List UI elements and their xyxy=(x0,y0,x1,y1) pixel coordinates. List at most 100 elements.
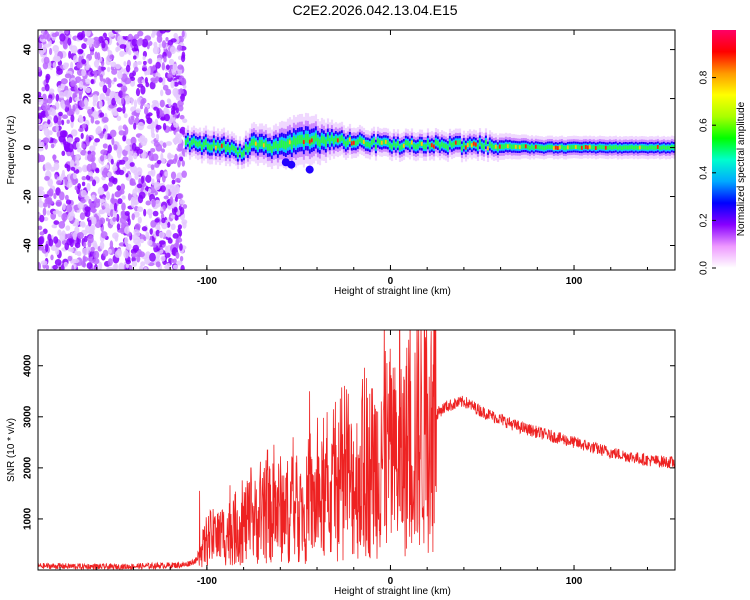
noise-cell xyxy=(106,266,114,270)
ridge-cell xyxy=(322,136,326,144)
noise-cell xyxy=(47,119,51,125)
noise-cell xyxy=(116,185,121,191)
noise-cell xyxy=(82,247,89,256)
noise-cell xyxy=(156,159,162,165)
noise-cell xyxy=(52,154,56,162)
noise-cell xyxy=(38,118,41,124)
noise-cell xyxy=(121,202,126,211)
noise-cell xyxy=(110,158,114,165)
noise-cell xyxy=(146,117,153,124)
noise-cell xyxy=(52,45,59,52)
noise-cell xyxy=(38,66,42,73)
ridge-cell xyxy=(258,139,262,147)
noise-cell xyxy=(84,30,91,37)
noise-cell xyxy=(77,232,84,239)
noise-cell xyxy=(50,143,55,149)
noise-cell xyxy=(120,210,126,216)
ridge-cell xyxy=(530,144,534,149)
ridge-cell xyxy=(532,145,536,150)
noise-cell xyxy=(120,97,125,105)
ridge-cell xyxy=(572,145,576,149)
ridge-peak xyxy=(604,145,608,150)
noise-cell xyxy=(75,108,80,115)
ridge-cell xyxy=(398,145,402,151)
noise-cell xyxy=(155,61,161,69)
noise-cell xyxy=(179,126,186,135)
noise-cell xyxy=(39,214,45,223)
ridge-peak xyxy=(310,138,314,143)
ridge-cell xyxy=(252,138,256,146)
ridge-cell xyxy=(636,146,640,150)
ridge-cell xyxy=(400,144,404,150)
noise-cell xyxy=(113,202,118,212)
ridge-cell xyxy=(284,141,288,150)
noise-cell xyxy=(174,178,181,183)
ridge-cell xyxy=(450,142,454,148)
ridge-cell xyxy=(356,139,360,145)
ridge-cell xyxy=(374,144,378,149)
noise-cell xyxy=(52,210,59,215)
colorbar-tick-label: 0.0 xyxy=(699,261,710,275)
ridge-cell xyxy=(312,135,316,144)
noise-cell xyxy=(164,252,171,258)
ridge-cell xyxy=(634,145,638,150)
noise-cell xyxy=(101,116,109,123)
noise-cell xyxy=(55,93,60,102)
ridge-cell xyxy=(304,133,308,143)
noise-cell xyxy=(136,183,143,189)
ridge-cell xyxy=(232,145,236,152)
noise-cell xyxy=(173,184,180,191)
ridge-cell xyxy=(650,145,654,150)
ridge-cell xyxy=(218,145,222,152)
ridge-cell xyxy=(294,137,298,147)
ridge-peak xyxy=(554,145,558,150)
noise-cell xyxy=(177,143,183,151)
noise-cell xyxy=(164,113,170,122)
ridge-cell xyxy=(428,143,432,149)
ridge-cell xyxy=(208,144,212,151)
noise-cell xyxy=(100,149,108,155)
noise-cell xyxy=(150,148,156,153)
noise-cell xyxy=(122,105,126,114)
snr-series-line xyxy=(38,330,675,570)
ridge-cell xyxy=(622,145,626,150)
noise-cell xyxy=(180,264,185,270)
ridge-cell xyxy=(378,139,382,145)
noise-cell xyxy=(135,108,141,113)
noise-cell xyxy=(66,137,74,143)
ridge-cell xyxy=(212,140,216,147)
ridge-peak xyxy=(594,146,598,150)
ridge-cell xyxy=(376,138,380,144)
ridge-cell xyxy=(424,144,428,150)
noise-cell xyxy=(175,240,180,249)
noise-cell xyxy=(58,111,63,117)
noise-cell xyxy=(129,76,136,82)
noise-cell xyxy=(116,83,123,88)
ridge-cell xyxy=(630,145,634,150)
ridge-cell xyxy=(194,140,198,146)
noise-cell xyxy=(48,88,55,94)
ridge-peak xyxy=(336,138,340,143)
ridge-cell xyxy=(250,139,254,146)
noise-cell xyxy=(167,160,175,165)
noise-cell xyxy=(65,199,72,205)
ridge-cell xyxy=(198,140,202,147)
ridge-cell xyxy=(296,135,300,145)
ridge-cell xyxy=(236,151,240,157)
ridge-cell xyxy=(330,134,334,142)
noise-cell xyxy=(78,80,84,90)
noise-cell xyxy=(137,206,144,212)
ridge-cell xyxy=(422,144,426,150)
noise-cell xyxy=(54,31,60,37)
ridge-cell xyxy=(298,135,302,144)
noise-cell xyxy=(177,136,183,144)
noise-cell xyxy=(166,262,171,270)
noise-cell xyxy=(160,255,166,262)
ridge-cell xyxy=(444,143,448,149)
noise-cell xyxy=(152,46,160,55)
noise-cell xyxy=(107,248,112,254)
noise-cell xyxy=(44,162,52,171)
noise-cell xyxy=(38,225,43,231)
ridge-cell xyxy=(276,143,280,152)
ridge-cell xyxy=(456,140,460,146)
